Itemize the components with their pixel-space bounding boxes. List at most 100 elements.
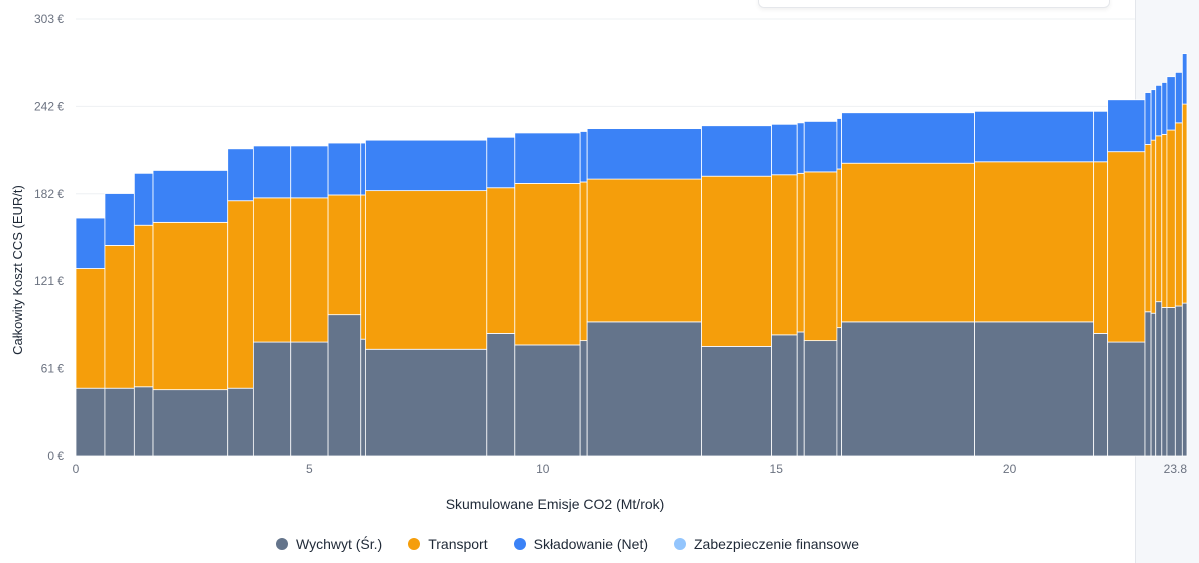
bar-segment-transport[interactable] <box>1161 133 1168 308</box>
bar-segment-capture[interactable] <box>796 331 805 457</box>
bar-segment-transport[interactable] <box>1093 161 1109 334</box>
bar-segment-capture[interactable] <box>974 321 1095 457</box>
bar-segment-capture[interactable] <box>1155 301 1163 457</box>
bar-segment-transport[interactable] <box>841 162 976 323</box>
bar-segment-capture[interactable] <box>327 314 362 457</box>
capture-swatch-icon <box>276 538 288 550</box>
legend-item-storage[interactable]: Składowanie (Net) <box>513 536 648 552</box>
bar-segment-storage[interactable] <box>1093 110 1109 163</box>
bar-segment-capture[interactable] <box>365 348 488 457</box>
bar-segment-transport[interactable] <box>1107 151 1146 343</box>
bar-segment-storage[interactable] <box>1144 92 1152 145</box>
bar-segment-transport[interactable] <box>514 183 581 346</box>
bar-segment-storage[interactable] <box>75 217 106 269</box>
bar-segment-capture[interactable] <box>252 341 292 457</box>
bar-segment-transport[interactable] <box>796 172 805 333</box>
bar-segment-storage[interactable] <box>841 112 976 164</box>
bar-segment-transport[interactable] <box>1155 135 1163 303</box>
legend-item-transport[interactable]: Transport <box>408 536 488 552</box>
bar-segment-transport[interactable] <box>227 200 254 389</box>
x-tick-label: 5 <box>306 462 313 476</box>
bar-segment-transport[interactable] <box>586 178 702 323</box>
bar-segment-transport[interactable] <box>360 194 366 340</box>
bar-segment-capture[interactable] <box>836 327 842 457</box>
bar-segment-storage[interactable] <box>586 128 702 180</box>
bars[interactable] <box>75 53 1188 457</box>
bar-segment-storage[interactable] <box>1161 82 1168 135</box>
bar-segment-capture[interactable] <box>803 340 838 457</box>
bar-segment-transport[interactable] <box>803 171 838 342</box>
bar-segment-capture[interactable] <box>1107 341 1146 457</box>
bar-segment-storage[interactable] <box>1174 71 1183 124</box>
bar-segment-capture[interactable] <box>290 341 329 457</box>
bar-segment-storage[interactable] <box>974 110 1095 163</box>
bar-segment-storage[interactable] <box>803 120 838 173</box>
bar-segment-transport[interactable] <box>252 197 292 343</box>
bar-segment-capture[interactable] <box>841 321 976 457</box>
bar-segment-transport[interactable] <box>1150 139 1157 314</box>
bar-segment-capture[interactable] <box>1161 307 1168 457</box>
bar-segment-transport[interactable] <box>1174 122 1183 307</box>
bar-segment-transport[interactable] <box>486 187 516 334</box>
bar-segment-transport[interactable] <box>104 245 135 389</box>
bar-segment-capture[interactable] <box>1093 333 1109 457</box>
bar-segment-storage[interactable] <box>290 145 329 199</box>
bar-segment-capture[interactable] <box>579 340 588 457</box>
bar-segment-storage[interactable] <box>327 142 362 196</box>
bar-segment-capture[interactable] <box>133 386 154 457</box>
legend-item-capture[interactable]: Wychwyt (Śr.) <box>276 536 382 552</box>
y-tick-label: 242 € <box>34 99 64 113</box>
bar-segment-capture[interactable] <box>1181 302 1188 457</box>
bar-segment-transport[interactable] <box>1144 144 1152 313</box>
bar-segment-transport[interactable] <box>836 168 842 329</box>
bar-segment-storage[interactable] <box>1181 53 1188 105</box>
bar-segment-capture[interactable] <box>486 333 516 457</box>
bar-segment-storage[interactable] <box>771 123 798 176</box>
bar-segment-capture[interactable] <box>1144 311 1152 457</box>
bar-segment-capture[interactable] <box>360 338 366 457</box>
bar-segment-storage[interactable] <box>227 148 254 202</box>
bar-segment-capture[interactable] <box>152 389 229 457</box>
bar-segment-storage[interactable] <box>514 132 581 184</box>
bar-segment-transport[interactable] <box>75 268 106 389</box>
bar-segment-storage[interactable] <box>1107 99 1146 153</box>
bar-segment-storage[interactable] <box>360 142 366 196</box>
bar-segment-transport[interactable] <box>771 174 798 336</box>
bar-segment-transport[interactable] <box>579 181 588 342</box>
bar-segment-storage[interactable] <box>1155 84 1163 137</box>
bar-segment-transport[interactable] <box>327 194 362 316</box>
bar-segment-storage[interactable] <box>252 145 292 199</box>
bar-segment-storage[interactable] <box>796 122 805 174</box>
bar-segment-transport[interactable] <box>133 224 154 388</box>
bar-segment-storage[interactable] <box>104 193 135 246</box>
bar-segment-capture[interactable] <box>75 387 106 457</box>
bar-segment-transport[interactable] <box>701 175 772 347</box>
bar-segment-transport[interactable] <box>365 190 488 350</box>
bar-segment-storage[interactable] <box>1166 76 1176 131</box>
bar-segment-capture[interactable] <box>1166 307 1176 457</box>
bar-segment-transport[interactable] <box>1166 129 1176 308</box>
legend-item-financial[interactable]: Zabezpieczenie finansowe <box>674 536 859 552</box>
bar-segment-storage[interactable] <box>1150 89 1157 141</box>
bar-segment-capture[interactable] <box>1150 312 1157 457</box>
bar-segment-capture[interactable] <box>227 387 254 457</box>
bar-segment-capture[interactable] <box>104 387 135 457</box>
bar-segment-storage[interactable] <box>579 131 588 183</box>
bar-segment-storage[interactable] <box>836 118 842 170</box>
bar-segment-storage[interactable] <box>701 125 772 177</box>
x-tick-label: 15 <box>770 462 784 476</box>
bar-segment-storage[interactable] <box>133 172 154 226</box>
bar-segment-storage[interactable] <box>486 136 516 189</box>
x-axis-label: Skumulowane Emisje CO2 (Mt/rok) <box>446 496 665 512</box>
bar-segment-capture[interactable] <box>514 344 581 457</box>
bar-segment-capture[interactable] <box>771 334 798 457</box>
bar-segment-capture[interactable] <box>1174 305 1183 457</box>
bar-segment-capture[interactable] <box>701 345 772 457</box>
bar-segment-transport[interactable] <box>1181 103 1188 304</box>
bar-segment-transport[interactable] <box>974 161 1095 323</box>
bar-segment-storage[interactable] <box>152 170 229 223</box>
bar-segment-transport[interactable] <box>290 197 329 343</box>
bar-segment-capture[interactable] <box>586 321 702 457</box>
bar-segment-transport[interactable] <box>152 221 229 391</box>
bar-segment-storage[interactable] <box>365 139 488 192</box>
